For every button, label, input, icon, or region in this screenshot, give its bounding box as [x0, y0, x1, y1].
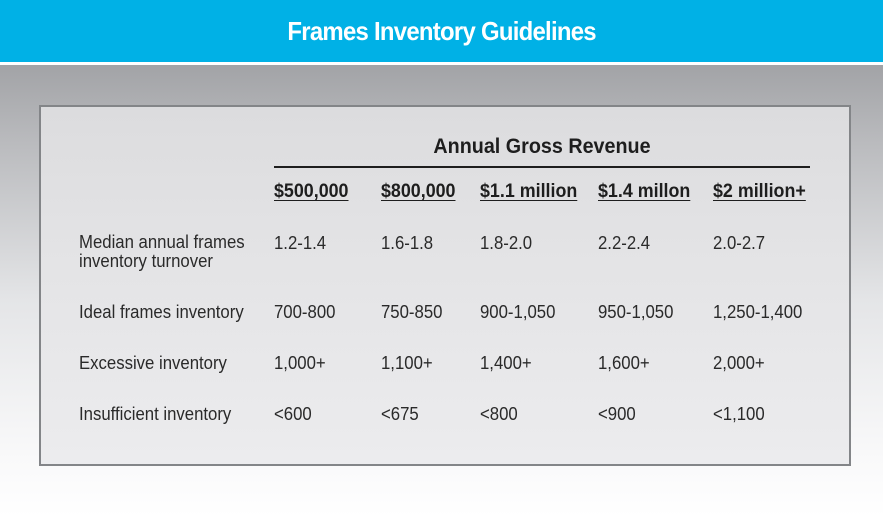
row-label-line: Median annual frames [79, 232, 245, 252]
table-cell: 1,600+ [598, 353, 650, 373]
table-cell: 2,000+ [713, 353, 765, 373]
column-header: $2 million+ [713, 181, 806, 202]
table-cell: 1,100+ [381, 353, 433, 373]
table-cell: 2.0-2.7 [713, 233, 766, 253]
table-cell: 2.2-2.4 [598, 233, 651, 253]
table-cell: 950-1,050 [598, 302, 674, 322]
table-cell: 1,250-1,400 [713, 302, 803, 322]
table-cell: 700-800 [274, 302, 336, 322]
table-cell: <800 [480, 404, 518, 424]
inventory-guidelines-table: Annual Gross Revenue $500,000 $800,000 $… [39, 105, 851, 466]
table-cell: 1,400+ [480, 353, 532, 373]
group-header: Annual Gross Revenue [433, 135, 651, 158]
column-header: $800,000 [381, 181, 456, 202]
row-label: Ideal frames inventory [79, 302, 244, 322]
column-header: $500,000 [274, 181, 349, 202]
column-header: $1.1 million [480, 181, 578, 202]
row-label: Excessive inventory [79, 353, 227, 373]
table-cell: 900-1,050 [480, 302, 556, 322]
title-divider [0, 62, 883, 65]
row-label: Insufficient inventory [79, 404, 232, 424]
title-banner: Frames Inventory Guidelines [0, 0, 883, 62]
table-cell: <1,100 [713, 404, 765, 424]
page-title: Frames Inventory Guidelines [287, 15, 596, 46]
row-label-line: inventory turnover [79, 251, 213, 271]
table-cell: <900 [598, 404, 636, 424]
table-cell: 1.8-2.0 [480, 233, 533, 253]
table-cell: <600 [274, 404, 312, 424]
table-cell: <675 [381, 404, 419, 424]
table-cell: 1.2-1.4 [274, 233, 327, 253]
column-header: $1.4 millon [598, 181, 691, 202]
table-cell: 750-850 [381, 302, 443, 322]
group-header-rule [274, 166, 810, 168]
table-cell: 1.6-1.8 [381, 233, 434, 253]
table-cell: 1,000+ [274, 353, 326, 373]
row-label: Median annual frames inventory turnover [79, 233, 245, 271]
